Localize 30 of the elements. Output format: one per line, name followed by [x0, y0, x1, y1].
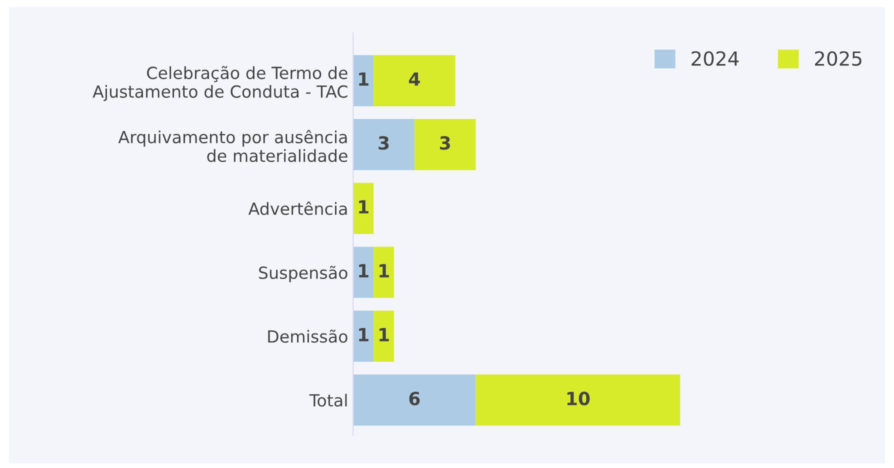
bar [353, 310, 374, 362]
data-label: 3 [378, 136, 389, 150]
legend-label: 2024 [692, 51, 739, 66]
bar [353, 374, 476, 426]
data-label: 1 [359, 72, 368, 86]
data-label: 6 [409, 392, 420, 406]
bar [353, 246, 374, 298]
bar [476, 374, 680, 426]
data-label: 1 [359, 264, 368, 278]
y-tick-label: Demissão [268, 330, 348, 343]
data-label: 10 [567, 392, 590, 406]
data-label: 1 [380, 264, 389, 278]
y-tick-label: Total [309, 394, 347, 407]
y-tick-label: Arquivamento por ausência de materialidade [118, 130, 348, 162]
data-label: 3 [440, 136, 450, 150]
y-tick-label: Advertência [248, 201, 347, 216]
legend-label: 2025 [815, 51, 862, 66]
bar [374, 246, 394, 298]
bar [353, 119, 414, 170]
data-label: 4 [408, 72, 420, 86]
data-label: 1 [359, 328, 368, 342]
bar [353, 55, 374, 106]
y-tick-label: Suspensão [259, 266, 348, 282]
data-label: 1 [359, 200, 368, 214]
bar [374, 310, 394, 362]
bar [353, 182, 374, 234]
y-tick-label: Celebração de Termo de Ajustamento de Conduta - TAC [92, 66, 348, 102]
data-label: 1 [380, 328, 389, 342]
bar [374, 55, 456, 106]
bar [414, 119, 476, 170]
